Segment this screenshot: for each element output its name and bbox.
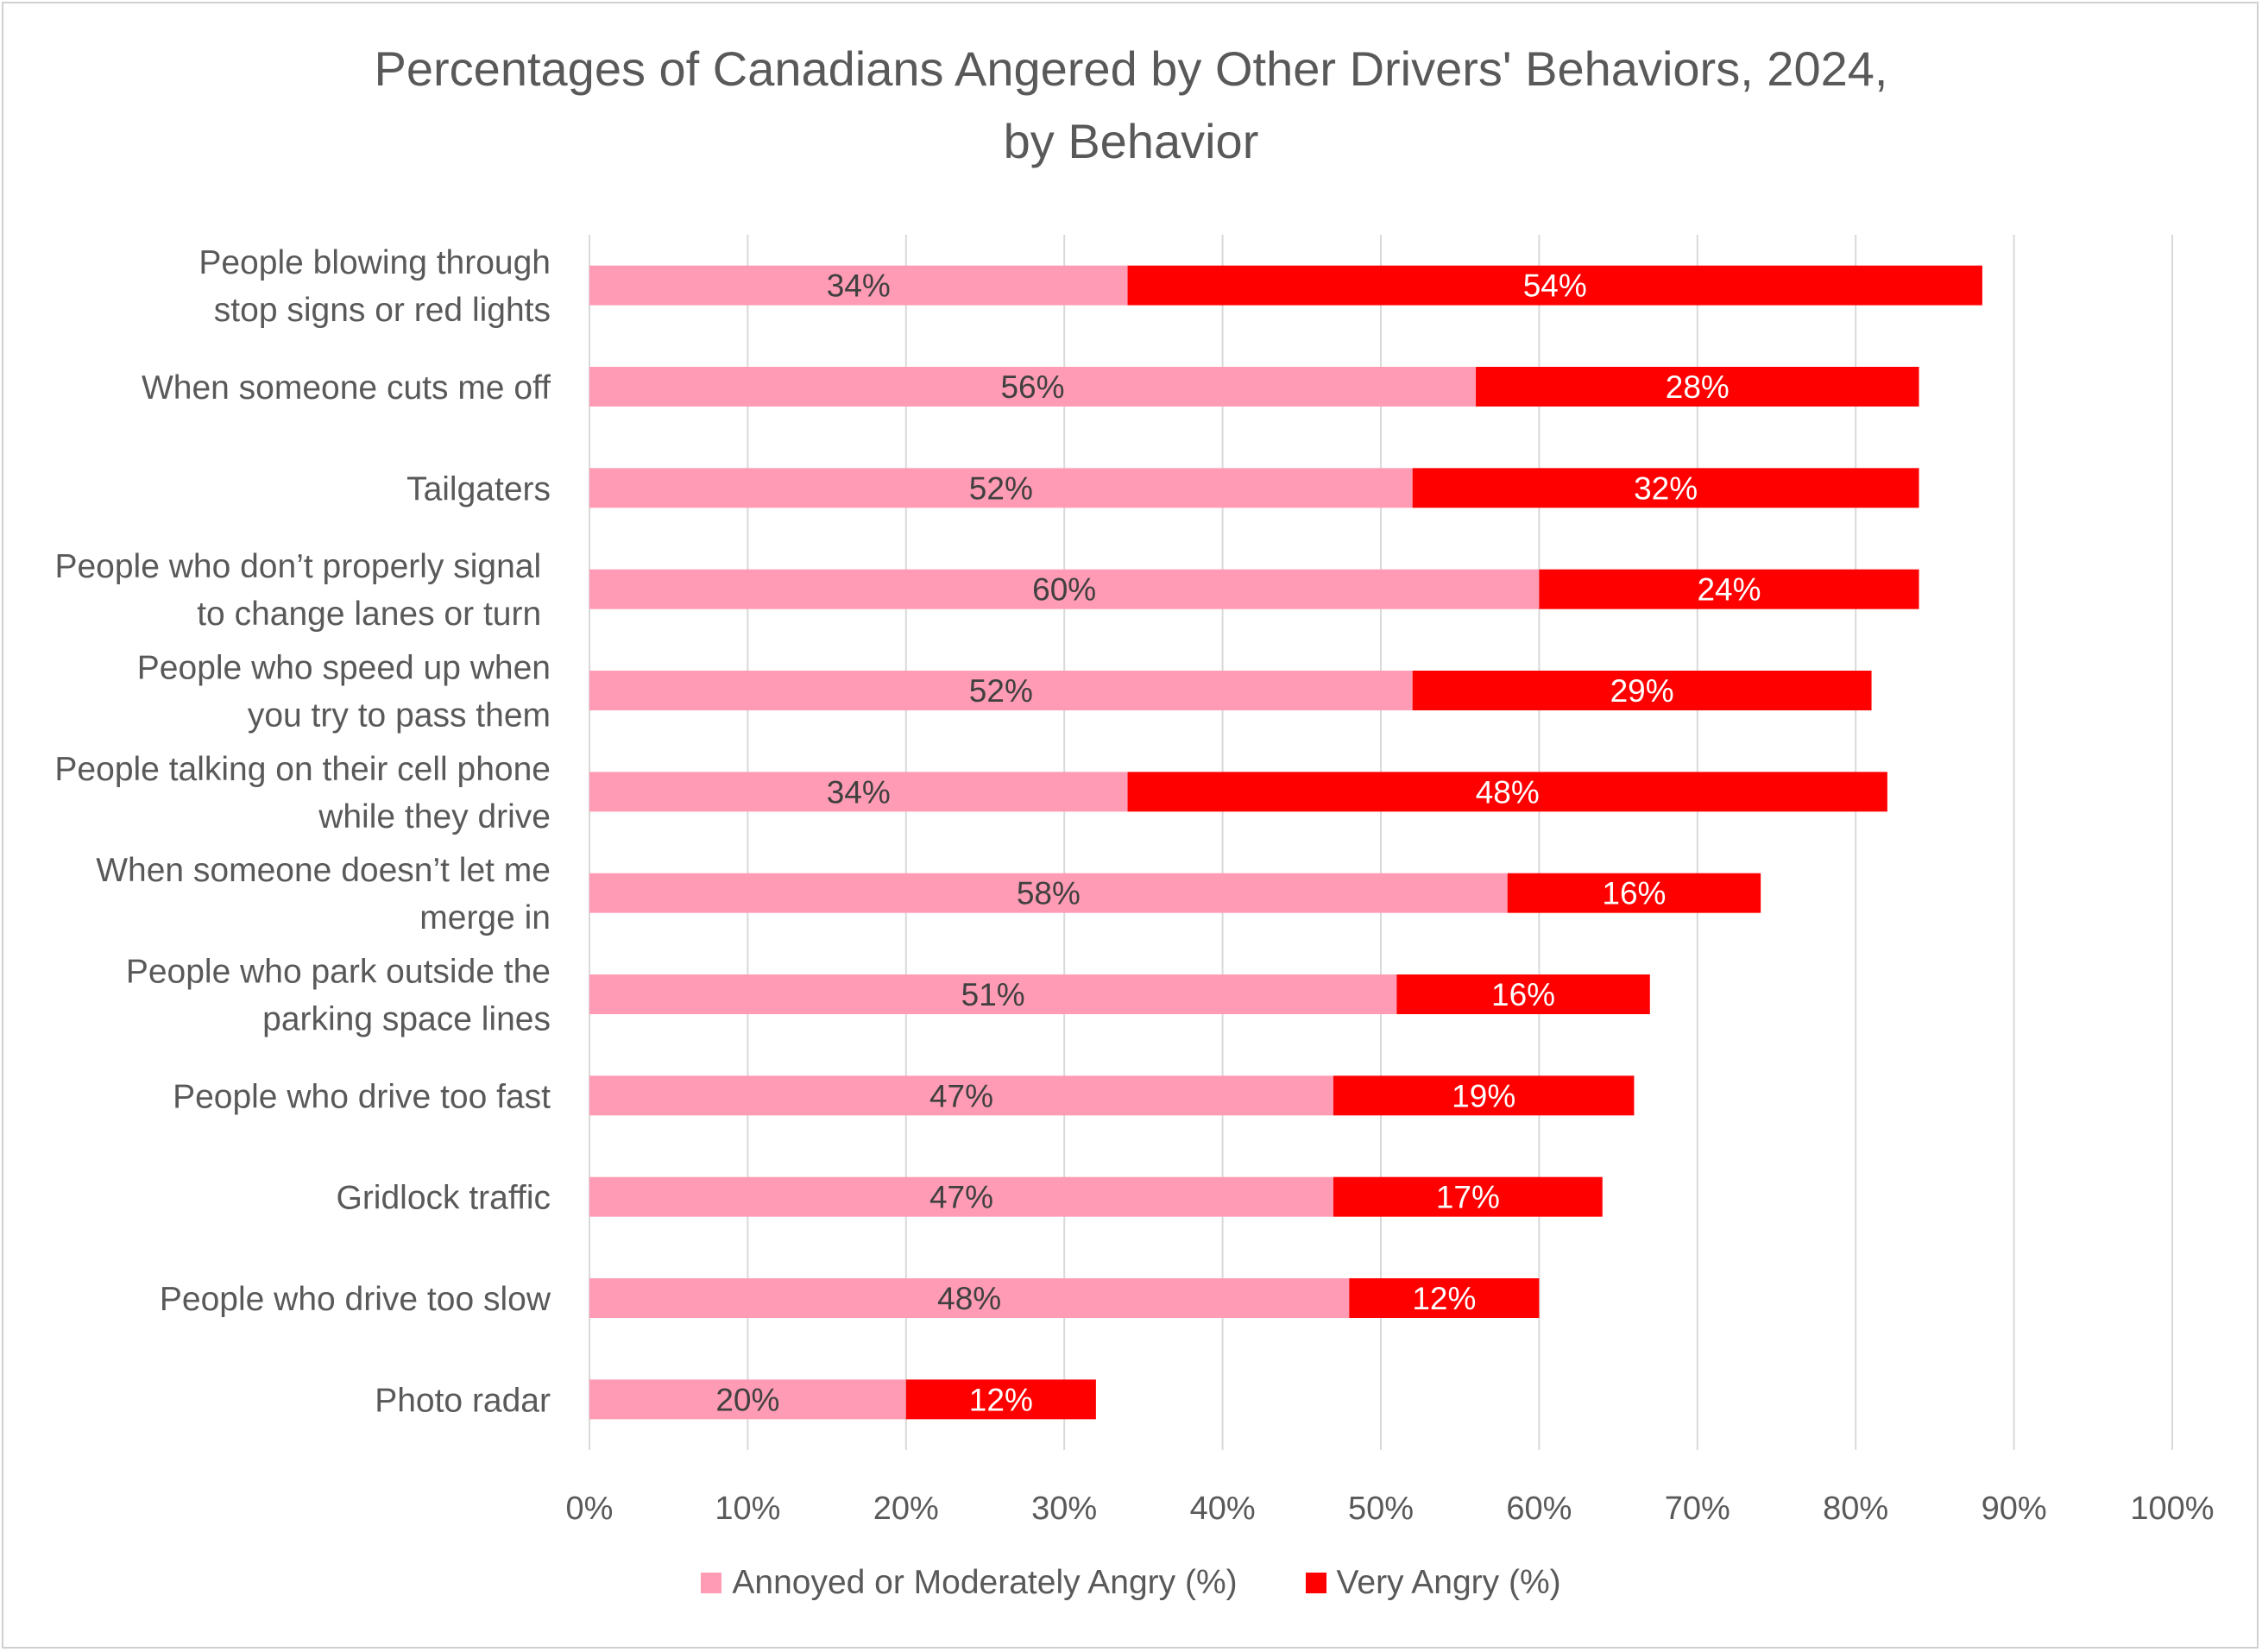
bar-very-angry [1412, 468, 1919, 508]
category-label: Photo radar [375, 1382, 551, 1419]
bar-annoyed [589, 1379, 906, 1420]
category-label: People who park outside the [126, 954, 551, 991]
category-label: When someone cuts me off [142, 369, 551, 407]
category-label: parking space lines [262, 1001, 551, 1038]
data-label-annoyed: 47% [929, 1078, 993, 1113]
data-label-very-angry: 24% [1697, 572, 1761, 608]
x-tick-label: 0% [566, 1491, 614, 1527]
category-label: People who speed up when [137, 650, 551, 687]
x-tick-label: 60% [1506, 1491, 1572, 1527]
x-tick-label: 90% [1982, 1491, 2047, 1527]
legend-item-annoyed: Annoyed or Moderately Angry (%) [701, 1564, 1238, 1602]
category-label: People talking on their cell phone [54, 751, 551, 788]
category-label: People who drive too fast [173, 1078, 551, 1115]
bar-very-angry [1396, 974, 1650, 1014]
category-label: you try to pass them [248, 697, 551, 735]
bar-annoyed [589, 1278, 1350, 1318]
data-label-annoyed: 60% [1032, 572, 1096, 608]
category-label: People who drive too slow [160, 1281, 551, 1318]
legend-label-annoyed: Annoyed or Moderately Angry (%) [732, 1564, 1238, 1601]
bar-very-angry [1333, 1075, 1635, 1116]
chart-title: Percentages of Canadians Angered by Othe… [0, 33, 2262, 178]
bar-very-angry [1349, 1278, 1540, 1318]
chart-title-line-1: Percentages of Canadians Angered by Othe… [374, 41, 1888, 96]
category-label: People blowing through [198, 244, 551, 281]
x-tick-label: 50% [1348, 1491, 1414, 1527]
data-label-annoyed: 56% [1000, 369, 1064, 405]
bar-annoyed [589, 468, 1413, 508]
data-label-annoyed: 51% [961, 977, 1025, 1012]
category-label: Tailgaters [406, 470, 551, 508]
x-tick-label: 10% [715, 1491, 780, 1527]
bar-very-angry [1127, 772, 1887, 812]
data-label-very-angry: 17% [1436, 1180, 1500, 1215]
x-tick-label: 70% [1665, 1491, 1730, 1527]
chart-title-line-2: by Behavior [1003, 114, 1259, 168]
bar-very-angry [1333, 1176, 1603, 1217]
legend-swatch-very-angry [1305, 1573, 1326, 1593]
data-label-very-angry: 19% [1452, 1078, 1515, 1113]
bar-very-angry [1539, 569, 1919, 609]
data-label-very-angry: 48% [1476, 774, 1540, 810]
category-label: Gridlock traffic [336, 1180, 551, 1217]
bar-annoyed [589, 1176, 1333, 1217]
data-label-very-angry: 32% [1634, 470, 1698, 506]
bar-annoyed [589, 974, 1397, 1014]
data-label-very-angry: 12% [1412, 1281, 1476, 1316]
data-label-annoyed: 48% [937, 1281, 1001, 1316]
bar-annoyed [589, 265, 1128, 306]
bar-annoyed [589, 1075, 1333, 1116]
data-label-very-angry: 54% [1523, 268, 1587, 304]
legend-item-very-angry: Very Angry (%) [1305, 1564, 1561, 1602]
x-tick-label: 40% [1190, 1491, 1256, 1527]
data-label-annoyed: 58% [1017, 876, 1081, 911]
data-label-very-angry: 29% [1610, 673, 1674, 709]
x-tick-label: 30% [1031, 1491, 1097, 1527]
bar-annoyed [589, 873, 1508, 913]
bar-very-angry [1412, 671, 1872, 710]
category-label: stop signs or red lights [214, 292, 551, 329]
category-label: When someone doesn’t let me [96, 852, 551, 889]
bar-annoyed [589, 671, 1413, 710]
bar-annoyed [589, 367, 1477, 407]
data-label-very-angry: 16% [1602, 876, 1666, 911]
x-tick-label: 80% [1823, 1491, 1888, 1527]
x-tick-label: 20% [873, 1491, 939, 1527]
category-label: to change lanes or turn [197, 596, 551, 633]
data-label-annoyed: 52% [969, 470, 1033, 506]
data-label-annoyed: 47% [929, 1180, 993, 1215]
category-label: People who don’t properly signal [54, 548, 551, 585]
legend-label-very-angry: Very Angry (%) [1336, 1564, 1561, 1601]
bar-very-angry [1127, 265, 1982, 306]
chart-legend: Annoyed or Moderately Angry (%) Very Ang… [0, 1564, 2262, 1602]
legend-swatch-annoyed [701, 1573, 722, 1593]
bar-very-angry [1507, 873, 1761, 913]
data-label-very-angry: 28% [1666, 369, 1730, 405]
category-label: while they drive [318, 798, 551, 835]
data-label-very-angry: 16% [1491, 977, 1555, 1012]
data-label-annoyed: 52% [969, 673, 1033, 709]
bar-annoyed [589, 772, 1128, 812]
bar-very-angry [1476, 367, 1919, 407]
data-label-annoyed: 20% [715, 1382, 779, 1417]
x-tick-label: 100% [2130, 1491, 2214, 1527]
data-label-annoyed: 34% [827, 268, 891, 304]
data-label-very-angry: 12% [969, 1382, 1033, 1417]
bar-very-angry [905, 1379, 1096, 1420]
category-label: merge in [419, 899, 551, 936]
bar-annoyed [589, 569, 1540, 609]
data-label-annoyed: 34% [827, 774, 891, 810]
